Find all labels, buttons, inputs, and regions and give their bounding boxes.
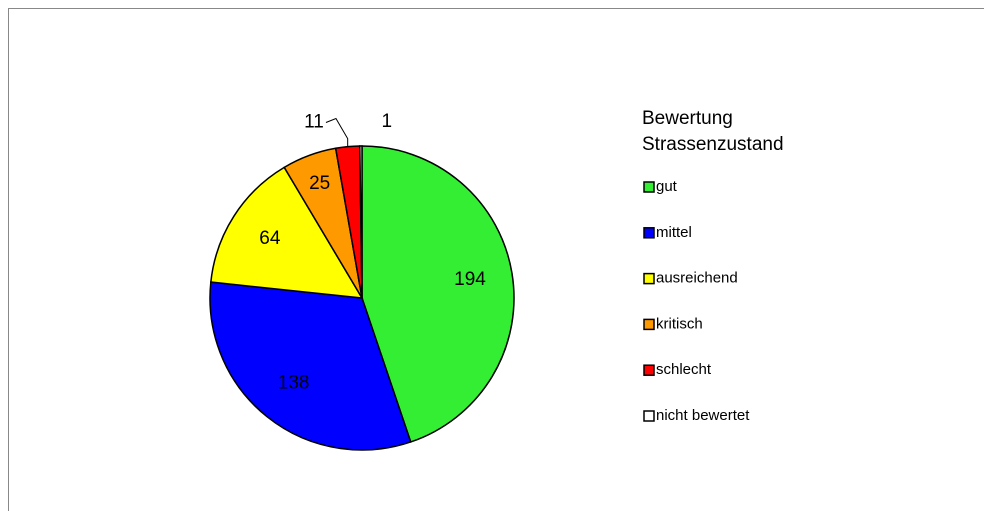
legend-swatch <box>643 272 655 285</box>
pie <box>209 145 515 451</box>
pie-slice <box>210 166 364 299</box>
legend-swatch <box>643 227 655 239</box>
legend-swatch <box>643 364 655 376</box>
legend-label: kritisch <box>656 315 703 332</box>
data-label: 25 <box>309 173 330 194</box>
legend-label: gut <box>656 178 678 195</box>
legend-label: ausreichend <box>656 270 738 287</box>
data-label: 11 <box>304 112 324 133</box>
legend-label: nicht bewertet <box>656 407 750 424</box>
leader-line <box>325 117 349 147</box>
legend: gut mittel ausreichend kritisch schlecht nich… <box>643 178 750 424</box>
legend-swatch <box>643 181 655 193</box>
pie-slice <box>359 145 363 299</box>
data-label: 194 <box>454 269 486 290</box>
pie-slice <box>209 281 412 451</box>
legend-title: Bewertung Strassenzustand <box>642 108 784 155</box>
data-label: 1 <box>381 111 392 132</box>
legend-swatch <box>643 410 655 422</box>
data-label: 64 <box>259 228 281 249</box>
pie-slice <box>361 145 515 443</box>
legend-swatch <box>643 318 655 331</box>
legend-label: mittel <box>656 224 692 241</box>
data-label: 138 <box>278 372 310 393</box>
legend-label: schlecht <box>656 361 712 378</box>
